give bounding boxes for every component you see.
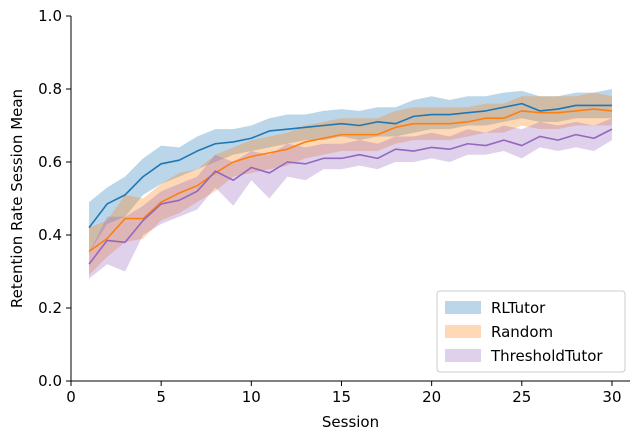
y-axis-label: Retention Rate Session Mean [8, 89, 26, 308]
legend-swatch-thresholdtutor [445, 349, 481, 362]
rltutor-band [89, 89, 612, 254]
legend-box [436, 290, 626, 373]
legend-label-thresholdtutor: ThresholdTutor [490, 347, 603, 365]
thresholdtutor-band [89, 118, 612, 279]
y-tick-label: 0.8 [38, 80, 62, 98]
x-tick-label: 20 [422, 388, 441, 406]
legend-label-random: Random [491, 323, 553, 341]
x-tick-label: 5 [156, 388, 166, 406]
rltutor-line [88, 102, 612, 229]
x-tick-label: 30 [602, 388, 621, 406]
x-tick-label: 25 [512, 388, 531, 406]
legend-label-rltutor: RLTutor [491, 299, 546, 317]
random-band [89, 92, 612, 276]
x-tick-label: 10 [242, 388, 261, 406]
thresholdtutor-line [88, 128, 613, 265]
x-axis-label: Session [322, 413, 379, 430]
confidence-bands [89, 89, 612, 279]
y-tick-label: 0.2 [38, 299, 62, 317]
y-tick-label: 0.6 [38, 153, 62, 171]
y-tick-label: 0.4 [38, 226, 62, 244]
series-lines [88, 102, 613, 265]
random-line [88, 108, 613, 253]
legend-swatch-random [445, 325, 481, 338]
x-tick-label: 0 [66, 388, 76, 406]
x-tick-label: 15 [332, 388, 351, 406]
axes: 0 5 10 15 20 25 30 0.0 0.2 0.4 0.6 0.8 1.0 Session Ret… [8, 7, 630, 430]
y-tick-label: 1.0 [38, 7, 62, 25]
y-tick-label: 0.0 [38, 372, 62, 390]
legend-swatch-rltutor [445, 301, 481, 314]
legend: RLTutor Random ThresholdTutor [436, 290, 626, 373]
